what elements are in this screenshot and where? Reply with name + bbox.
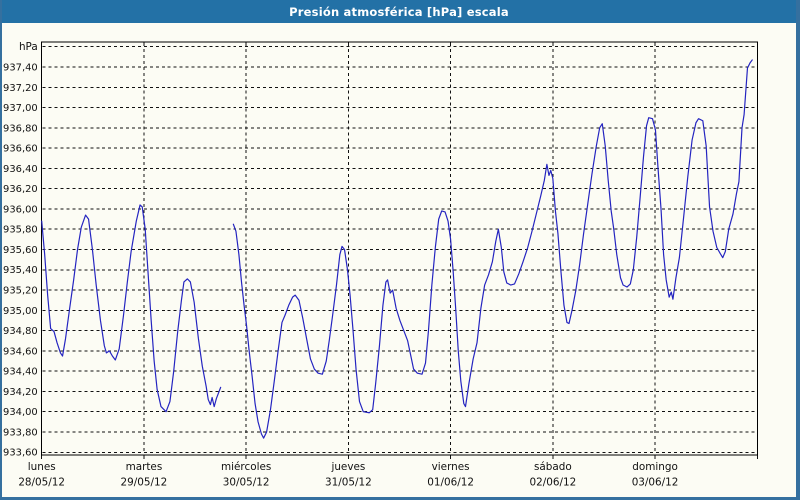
y-tick-label: 937,00 xyxy=(3,103,38,114)
y-axis-unit-label: hPa xyxy=(19,41,38,53)
x-day-label: domingo xyxy=(632,461,678,473)
y-axis-labels: 933,60 933,80 934,00 934,20 934,40 934,60 934,… xyxy=(3,41,38,459)
y-tick-label: 935,00 xyxy=(3,306,38,317)
y-tick-label: 934,20 xyxy=(3,387,38,398)
x-day-label: sábado xyxy=(534,461,572,473)
y-tick-label: 936,20 xyxy=(3,184,38,195)
y-tick-label: 933,60 xyxy=(3,448,38,459)
y-tick-label: 935,60 xyxy=(3,245,38,256)
x-day-label: jueves xyxy=(330,461,365,473)
pressure-line-segment xyxy=(232,59,753,439)
y-tick-label: 936,60 xyxy=(3,144,38,155)
plot-border xyxy=(41,41,758,456)
x-day-label: miércoles xyxy=(221,461,271,473)
x-date-label: 29/05/12 xyxy=(121,477,168,489)
x-day-label: viernes xyxy=(432,461,470,473)
horizontal-gridlines xyxy=(42,46,757,453)
y-tick-label: 933,80 xyxy=(3,427,38,438)
y-tick-label: 934,60 xyxy=(3,346,38,357)
x-axis-labels: lunes 28/05/12 martes 29/05/12 miércoles 30/0… xyxy=(18,461,678,489)
pressure-line-segment xyxy=(41,204,222,413)
y-tick-label: 934,00 xyxy=(3,407,38,418)
y-tick-label: 937,40 xyxy=(3,62,38,73)
y-tick-label: 936,40 xyxy=(3,164,38,175)
y-tick-label: 936,80 xyxy=(3,123,38,134)
x-day-label: martes xyxy=(126,461,163,473)
x-date-label: 30/05/12 xyxy=(223,477,270,489)
y-tick-label: 935,80 xyxy=(3,225,38,236)
pressure-line xyxy=(41,59,753,439)
x-day-label: lunes xyxy=(28,461,56,473)
x-date-label: 28/05/12 xyxy=(18,477,65,489)
chart-title-bar: Presión atmosférica [hPa] escala xyxy=(2,0,796,23)
axis-tick-marks xyxy=(41,42,758,459)
vertical-gridlines xyxy=(143,43,656,454)
y-tick-label: 935,40 xyxy=(3,265,38,276)
x-date-label: 31/05/12 xyxy=(325,477,372,489)
y-tick-label: 934,40 xyxy=(3,367,38,378)
chart-title: Presión atmosférica [hPa] escala xyxy=(289,4,509,19)
x-date-label: 03/06/12 xyxy=(632,477,679,489)
y-tick-label: 934,80 xyxy=(3,326,38,337)
x-date-label: 01/06/12 xyxy=(427,477,474,489)
y-tick-label: 936,00 xyxy=(3,204,38,215)
y-tick-label: 937,20 xyxy=(3,83,38,94)
y-tick-label: 935,20 xyxy=(3,286,38,297)
x-date-label: 02/06/12 xyxy=(529,477,576,489)
